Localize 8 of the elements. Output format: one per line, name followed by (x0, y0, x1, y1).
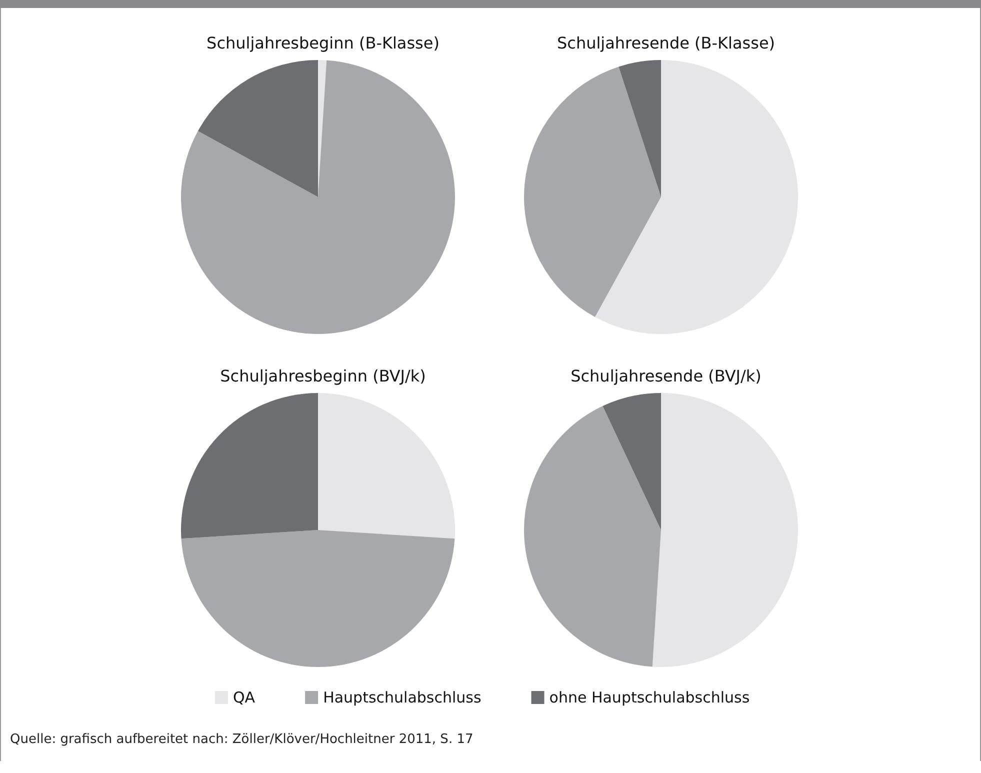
chart-title: Schuljahresende (B-Klasse) (556, 34, 776, 52)
legend-label: ohne Hauptschulabschluss (549, 688, 750, 706)
source-note: Quelle: grafisch aufbereitet nach: Zöller/Klöver/Hochleitner 2011, S. 17 (10, 732, 474, 747)
legend-label: Hauptschulabschluss (323, 688, 482, 706)
chart-title: Schuljahresbeginn (B-Klasse) (206, 34, 440, 52)
chart-title: Schuljahresbeginn (BVJ/k) (220, 366, 426, 386)
legend-label: QA (233, 688, 256, 706)
chart-title: Schuljahresende (BVJ/k) (570, 366, 762, 386)
